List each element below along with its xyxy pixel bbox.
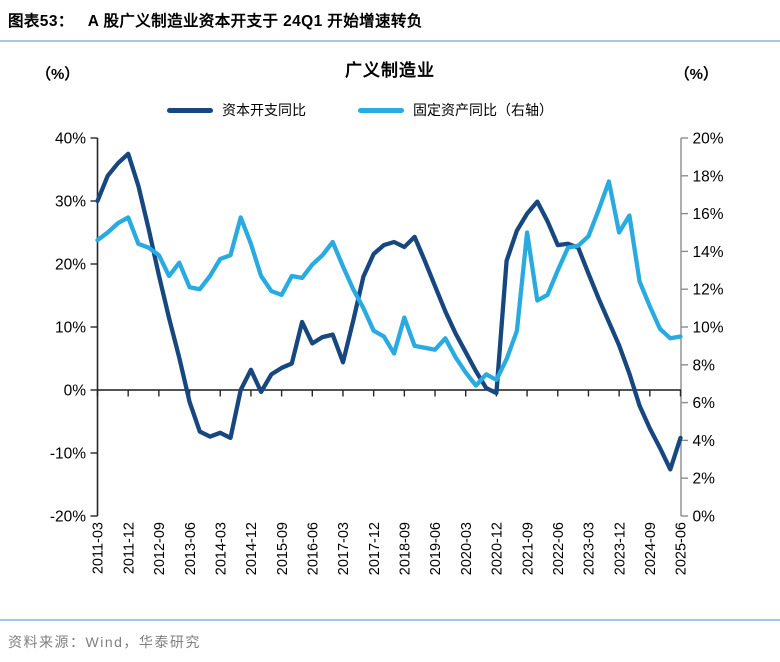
left-axis-label: 30% [55, 194, 86, 211]
chart-legend: 资本开支同比 固定资产同比（右轴） [0, 100, 750, 120]
footer-separator-line [0, 619, 780, 621]
x-axis-label: 2019-06 [428, 522, 444, 575]
title-separator-line [0, 40, 780, 42]
left-axis-label: 20% [55, 257, 86, 274]
left-axis-label: -20% [50, 509, 86, 526]
left-axis-label: 40% [55, 131, 86, 148]
line-chart-plot: 40% 30% 20% 10% 0% -10% -20% 20% 18% 16% 14% 12% 10%… [50, 131, 724, 576]
x-axis-label: 2012-09 [152, 522, 168, 575]
x-axis-label: 2015-09 [275, 522, 291, 575]
fixed-assets-yoy-line [95, 179, 683, 388]
x-axis-label: 2024-09 [643, 522, 659, 575]
left-axis-label: 0% [64, 383, 87, 400]
legend-label-capex: 资本开支同比 [222, 102, 306, 118]
right-axis-unit: （%） [674, 66, 718, 83]
x-axis-label: 2023-12 [612, 522, 628, 575]
capex-line-swatch-icon [167, 107, 213, 113]
right-axis-label: 8% [693, 357, 716, 374]
figure-title: 图表53： A 股广义制造业资本开支于 24Q1 开始增速转负 [8, 9, 423, 31]
right-axis-label: 6% [693, 395, 716, 412]
legend-item-capex: 资本开支同比 [167, 100, 306, 120]
x-axis-label: 2013-06 [183, 522, 199, 575]
right-axis-label: 16% [693, 206, 724, 223]
chart-title: 广义制造业 [345, 61, 435, 80]
x-axis-label: 2020-03 [459, 522, 475, 575]
left-axis-label: 10% [55, 320, 86, 337]
x-axis-label: 2018-09 [398, 522, 414, 575]
right-axis-label: 20% [693, 131, 724, 148]
right-axis-label: 10% [693, 320, 724, 337]
right-axis-label: 2% [693, 471, 716, 488]
x-axis-label: 2016-06 [305, 522, 321, 575]
x-axis-label: 2022-06 [551, 522, 567, 575]
left-axis-label: -10% [50, 446, 86, 463]
x-axis-label: 2011-12 [121, 522, 137, 574]
right-axis-label: 4% [693, 433, 716, 450]
right-axis-label: 12% [693, 282, 724, 299]
x-axis-label: 2017-03 [336, 522, 352, 575]
right-axis-label: 0% [693, 509, 716, 526]
x-axis-label: 2011-03 [91, 522, 107, 574]
capex-yoy-line [95, 151, 683, 472]
right-axis-label: 18% [693, 168, 724, 185]
fixed-assets-line-swatch-icon [358, 107, 404, 113]
figure-number: 图表53： [8, 13, 74, 30]
right-axis-label: 14% [693, 244, 724, 261]
figure-title-text: A 股广义制造业资本开支于 24Q1 开始增速转负 [87, 13, 423, 30]
legend-label-fixed-assets: 固定资产同比（右轴） [413, 102, 553, 118]
x-axis-label: 2014-12 [244, 522, 260, 575]
data-source-note: 资料来源：Wind，华泰研究 [8, 634, 201, 650]
x-axis-label: 2025-06 [674, 522, 690, 575]
x-axis-label: 2021-09 [520, 522, 536, 575]
left-axis-unit: （%） [36, 66, 80, 83]
x-axis-label: 2014-03 [213, 522, 229, 575]
x-axis-label: 2023-03 [582, 522, 598, 575]
x-axis-label: 2020-12 [490, 522, 506, 575]
legend-item-fixed-assets: 固定资产同比（右轴） [358, 100, 553, 120]
x-axis-label: 2017-12 [367, 522, 383, 575]
